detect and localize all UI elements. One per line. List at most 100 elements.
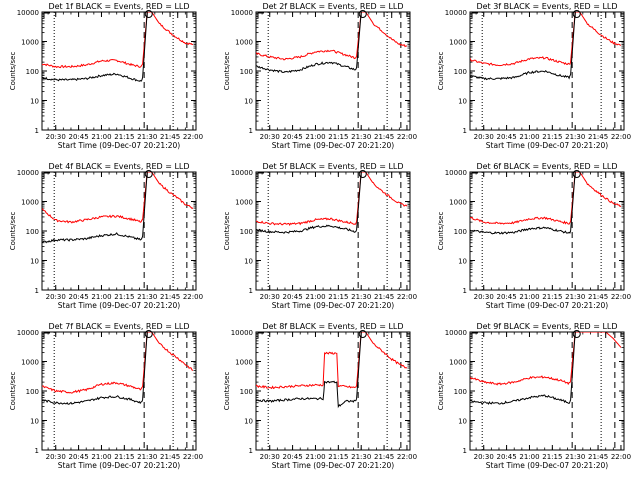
circle-marker <box>144 330 153 338</box>
corner-bracket-marker <box>257 172 264 178</box>
y-tick-label: 100 <box>454 388 467 396</box>
series-group <box>470 332 622 405</box>
y-tick-label: 10 <box>30 258 39 266</box>
panel-title: Det 8f BLACK = Events, RED = LLD <box>262 322 403 331</box>
y-tick-label: 10 <box>30 418 39 426</box>
corner-bracket-marker <box>471 172 478 178</box>
corner-bracket-marker <box>257 332 264 338</box>
bracket-marker <box>177 11 185 18</box>
y-tick-label: 1 <box>463 447 467 455</box>
panel-title: Det 5f BLACK = Events, RED = LLD <box>262 162 403 171</box>
plot-frame <box>255 331 411 451</box>
x-tick-label: 21:45 <box>588 293 608 301</box>
y-tick-label: 1000 <box>21 359 39 367</box>
y-tick-label: 10000 <box>17 169 39 177</box>
x-tick-label: 20:30 <box>260 293 280 301</box>
x-tick-label: 21:30 <box>351 453 371 461</box>
x-axis-label: Start Time (09-Dec-07 20:21:20) <box>272 461 394 470</box>
panel-det-3: Det 3f BLACK = Events, RED = LLD 1 10 100 10… <box>437 2 631 150</box>
events-series-line <box>42 12 148 82</box>
x-tick-label: 21:00 <box>91 453 111 461</box>
x-tick-label: 20:30 <box>474 453 494 461</box>
x-tick-label: 22:00 <box>183 133 203 141</box>
corner-bracket-marker <box>43 12 50 18</box>
panel-title: Det 4f BLACK = Events, RED = LLD <box>48 162 189 171</box>
panel-title: Det 2f BLACK = Events, RED = LLD <box>262 2 403 11</box>
x-tick-label: 22:00 <box>611 133 631 141</box>
x-axis-label: Start Time (09-Dec-07 20:21:20) <box>58 301 180 310</box>
y-tick-label: 10000 <box>17 329 39 337</box>
y-tick-label: 100 <box>240 228 253 236</box>
y-tick-label: 10000 <box>445 169 467 177</box>
series-group <box>42 12 194 82</box>
x-tick-label: 21:00 <box>305 133 325 141</box>
circle-marker <box>358 170 367 178</box>
bracket-marker <box>177 171 185 178</box>
x-axis-label: Start Time (09-Dec-07 20:21:20) <box>272 301 394 310</box>
y-tick-label: 1000 <box>21 39 39 47</box>
y-tick-label: 1 <box>249 447 253 455</box>
x-tick-label: 21:30 <box>137 133 157 141</box>
circle-marker <box>358 10 367 18</box>
lld-series-line <box>470 332 622 386</box>
y-axis-label: Counts/sec <box>9 372 17 411</box>
x-tick-label: 21:00 <box>519 293 539 301</box>
x-tick-label: 21:00 <box>91 133 111 141</box>
y-tick-label: 10000 <box>231 9 253 17</box>
events-series-line <box>470 172 576 235</box>
x-tick-label: 20:45 <box>497 453 517 461</box>
x-tick-label: 21:00 <box>519 453 539 461</box>
series-group <box>42 172 194 244</box>
plot-frame <box>41 171 197 291</box>
x-tick-label: 21:15 <box>542 133 562 141</box>
plot-frame <box>469 331 625 451</box>
x-axis-label: Start Time (09-Dec-07 20:21:20) <box>486 141 608 150</box>
y-tick-label: 10000 <box>231 329 253 337</box>
y-tick-label: 1 <box>35 447 39 455</box>
corner-bracket-marker <box>471 12 478 18</box>
y-tick-label: 10000 <box>445 329 467 337</box>
y-tick-label: 10 <box>458 258 467 266</box>
x-tick-label: 22:00 <box>397 293 417 301</box>
y-tick-label: 10000 <box>231 169 253 177</box>
bracket-marker <box>391 171 399 178</box>
panel-det-8: Det 8f BLACK = Events, RED = LLD 1 10 100 10… <box>223 322 417 470</box>
x-tick-label: 21:30 <box>565 133 585 141</box>
y-tick-label: 1000 <box>235 39 253 47</box>
corner-bracket-marker <box>43 332 50 338</box>
x-tick-label: 21:45 <box>588 453 608 461</box>
lld-series-line <box>42 172 194 224</box>
bracket-marker <box>605 11 613 18</box>
events-series-line <box>42 332 148 405</box>
y-tick-label: 1000 <box>449 39 467 47</box>
bracket-marker <box>177 331 185 338</box>
circle-marker <box>144 170 153 178</box>
panel-det-4: Det 4f BLACK = Events, RED = LLD 1 10 100 10… <box>9 162 203 310</box>
plot-frame <box>469 171 625 291</box>
y-axis-label: Counts/sec <box>223 212 231 251</box>
circle-marker <box>572 10 581 18</box>
plot-frame <box>41 11 197 131</box>
y-tick-label: 1000 <box>449 199 467 207</box>
circle-marker <box>572 330 581 338</box>
x-tick-label: 21:30 <box>137 293 157 301</box>
x-tick-label: 21:45 <box>160 293 180 301</box>
lld-series-line <box>470 172 622 225</box>
y-tick-label: 10000 <box>445 9 467 17</box>
events-series-line <box>256 12 362 74</box>
panel-title: Det 9f BLACK = Events, RED = LLD <box>476 322 617 331</box>
x-tick-label: 21:15 <box>328 453 348 461</box>
y-tick-label: 10 <box>30 98 39 106</box>
circle-marker <box>358 330 367 338</box>
plot-frame <box>469 11 625 131</box>
series-group <box>256 12 408 74</box>
x-tick-label: 21:30 <box>137 453 157 461</box>
x-tick-label: 21:45 <box>588 133 608 141</box>
x-tick-label: 21:30 <box>565 453 585 461</box>
x-axis-label: Start Time (09-Dec-07 20:21:20) <box>58 461 180 470</box>
y-tick-label: 10 <box>458 418 467 426</box>
x-tick-label: 20:30 <box>46 133 66 141</box>
x-tick-label: 20:30 <box>474 133 494 141</box>
y-tick-label: 1000 <box>235 199 253 207</box>
